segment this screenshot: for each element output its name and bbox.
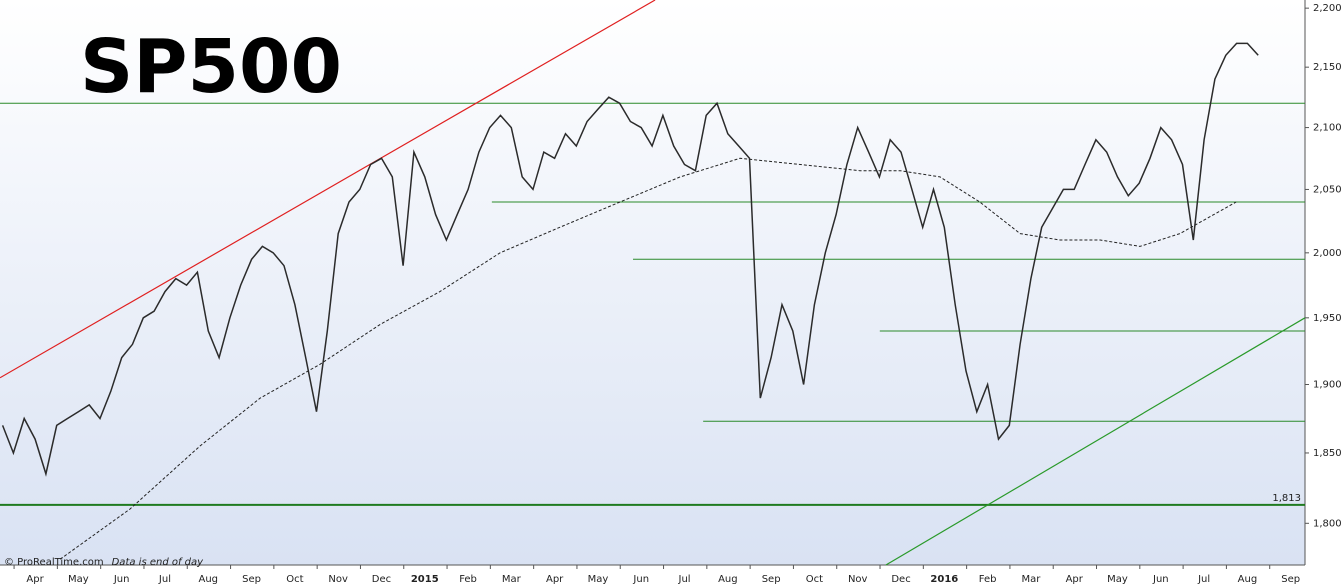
chart-title: SP500 (80, 24, 342, 110)
x-tick-label: Aug (718, 574, 738, 585)
y-tick-label: 2,150 (1313, 62, 1342, 73)
x-tick-label: Nov (848, 574, 868, 585)
x-tick-label: Sep (242, 574, 261, 585)
source: © ProRealTime.com (4, 557, 104, 568)
x-tick-label: Dec (372, 574, 391, 585)
x-tick-label: Jul (1197, 574, 1210, 585)
x-tick-label: Feb (459, 574, 477, 585)
x-tick-label: Sep (762, 574, 781, 585)
x-tick-label: Jun (632, 574, 649, 585)
x-tick-label: Oct (286, 574, 303, 585)
x-tick-label: 2015 (411, 574, 439, 585)
y-tick-label: 2,050 (1313, 184, 1342, 195)
y-tick-label: 2,000 (1313, 248, 1342, 259)
x-tick-label: Feb (979, 574, 997, 585)
x-tick-label: Aug (1238, 574, 1258, 585)
x-tick-label: Aug (198, 574, 218, 585)
x-tick-label: Apr (1066, 574, 1084, 585)
plot-background (0, 0, 1305, 565)
trend-line (885, 317, 1306, 566)
x-tick-label: Jul (158, 574, 171, 585)
x-tick-label: Sep (1281, 574, 1300, 585)
x-tick-label: Jun (1152, 574, 1169, 585)
source-note: © ProRealTime.com Data is end of day (4, 557, 204, 568)
y-tick-label: 2,100 (1313, 123, 1342, 134)
x-tick-label: Oct (806, 574, 823, 585)
price-line (1, 42, 1259, 477)
note: Data is end of day (112, 557, 205, 568)
x-tick-label: May (588, 574, 609, 585)
trend-line (0, 0, 656, 379)
x-tick-label: Nov (328, 574, 348, 585)
y-tick-label: 1,950 (1313, 313, 1342, 324)
x-tick-label: May (68, 574, 89, 585)
x-tick-label: Apr (546, 574, 564, 585)
moving-average (59, 157, 1237, 560)
y-tick-label: 2,200 (1313, 3, 1342, 14)
x-tick-label: Apr (26, 574, 44, 585)
x-tick-label: Jul (678, 574, 691, 585)
x-tick-label: Dec (891, 574, 910, 585)
x-tick-label: May (1107, 574, 1128, 585)
x-tick-label: 2016 (930, 574, 958, 585)
y-tick-label: 1,850 (1313, 448, 1342, 459)
level-label: 1,813 (1272, 493, 1301, 504)
x-tick-label: Mar (1021, 574, 1041, 585)
y-tick-label: 1,800 (1313, 518, 1342, 529)
y-tick-label: 1,900 (1313, 380, 1342, 391)
x-tick-label: Jun (113, 574, 130, 585)
x-tick-label: Mar (502, 574, 522, 585)
